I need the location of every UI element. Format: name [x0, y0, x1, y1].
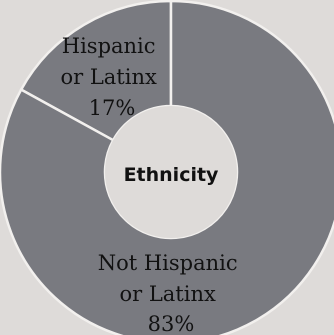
slice-label-hispanic-value: 17% — [89, 96, 136, 120]
donut-hole — [105, 106, 237, 238]
slice-label-not-hispanic: Not Hispanic or Latinx 83% — [98, 251, 245, 335]
slice-label-hispanic: Hispanic or Latinx 17% — [60, 34, 163, 120]
slice-label-hispanic-line-1: Hispanic — [62, 34, 156, 58]
slice-label-hispanic-line-2: or Latinx — [60, 65, 157, 89]
slice-label-not-hispanic-line-1: Not Hispanic — [98, 251, 238, 275]
slice-label-not-hispanic-value: 83% — [148, 312, 195, 335]
chart-title: Ethnicity — [124, 164, 219, 186]
slice-label-not-hispanic-line-2: or Latinx — [119, 282, 216, 306]
